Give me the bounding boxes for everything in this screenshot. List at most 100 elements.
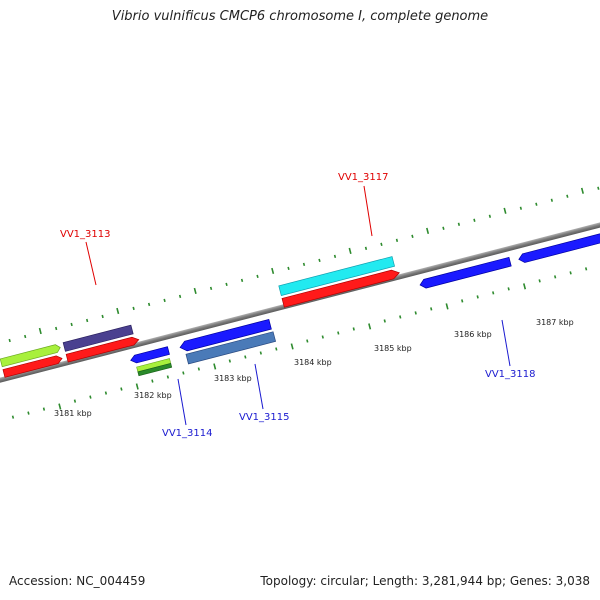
major-tick	[213, 363, 217, 370]
minor-tick	[507, 287, 510, 291]
minor-tick	[442, 226, 445, 230]
minor-tick	[306, 339, 309, 343]
major-tick	[503, 207, 507, 214]
minor-tick	[380, 242, 383, 246]
gene-feature-light-green[interactable]	[0, 344, 61, 368]
forward-features	[0, 256, 400, 378]
minor-tick	[597, 186, 600, 190]
minor-tick	[228, 359, 231, 363]
minor-tick	[244, 355, 247, 359]
minor-tick	[27, 411, 30, 415]
tick-label: 3183 kbp	[214, 374, 252, 383]
minor-tick	[55, 326, 58, 331]
minor-tick	[104, 391, 108, 395]
minor-tick	[302, 262, 306, 267]
gene-label-vv1-3118[interactable]: VV1_3118	[485, 369, 536, 380]
minor-tick	[166, 375, 170, 379]
reverse-features	[130, 225, 600, 377]
gene-feature-vv1-3117[interactable]	[281, 268, 400, 308]
tick-label: 3185 kbp	[374, 344, 412, 353]
minor-tick	[132, 306, 135, 311]
gene-label-vv1-3117[interactable]: VV1_3117	[338, 172, 389, 183]
minor-tick	[147, 302, 151, 307]
major-tick	[445, 303, 449, 310]
minor-tick	[333, 254, 337, 259]
minor-tick	[182, 371, 185, 375]
tick-label: 3181 kbp	[54, 409, 92, 418]
minor-tick	[461, 299, 464, 303]
minor-tick	[553, 275, 557, 279]
minor-tick	[337, 331, 340, 335]
callout-line	[501, 319, 511, 367]
minor-tick	[550, 198, 554, 202]
minor-tick	[411, 234, 414, 238]
gene-feature-vv1-3115[interactable]	[179, 318, 272, 352]
minor-tick	[538, 279, 541, 283]
major-tick	[523, 283, 527, 290]
gene-feature-dark-green-small[interactable]	[137, 363, 173, 377]
minor-tick	[85, 318, 89, 323]
minor-tick	[318, 258, 321, 263]
minor-tick	[240, 278, 244, 283]
minor-tick	[151, 379, 154, 383]
minor-tick	[364, 246, 368, 250]
minor-tick	[225, 282, 228, 287]
outer-tick-row	[8, 186, 600, 343]
minor-tick	[352, 327, 355, 331]
minor-tick	[430, 307, 433, 311]
minor-tick	[476, 295, 479, 299]
major-tick	[580, 187, 584, 194]
gene-feature-steel-blue[interactable]	[185, 331, 277, 365]
major-tick	[193, 287, 197, 295]
minor-tick	[42, 407, 46, 411]
tick-label: 3186 kbp	[454, 330, 492, 339]
minor-tick	[101, 314, 104, 319]
gene-feature-vv1-3113[interactable]	[65, 336, 140, 363]
minor-tick	[457, 222, 461, 226]
minor-tick	[89, 395, 92, 399]
callout-line	[85, 241, 97, 286]
gene-feature-vv1-3114[interactable]	[130, 346, 170, 365]
tick-label: 3184 kbp	[294, 358, 332, 367]
major-tick	[271, 267, 275, 275]
map-title: Vibrio vulnificus CMCP6 chromosome I, co…	[111, 9, 489, 24]
gene-label-vv1-3114[interactable]: VV1_3114	[162, 428, 213, 439]
accession-text: Accession: NC_004459	[9, 574, 146, 588]
major-tick	[348, 247, 352, 254]
minor-tick	[535, 202, 538, 206]
gene-label-vv1-3115[interactable]: VV1_3115	[239, 412, 290, 423]
major-tick	[116, 307, 120, 315]
gene-labels: VV1_3113 VV1_3117 VV1_3114 VV1_3115 VV1_…	[60, 172, 536, 439]
gene-feature-forward[interactable]	[2, 355, 63, 378]
minor-tick	[73, 399, 77, 403]
minor-tick	[395, 238, 399, 242]
major-tick	[38, 327, 42, 335]
minor-tick	[163, 298, 166, 303]
tick-label: 3187 kbp	[536, 318, 574, 327]
tick-labels: 3181 kbp 3182 kbp 3183 kbp 3184 kbp 3185…	[54, 318, 574, 418]
gene-feature-dark-purple[interactable]	[62, 324, 134, 352]
minor-tick	[492, 291, 495, 295]
gene-feature-vv1-3118[interactable]	[419, 256, 512, 289]
minor-tick	[178, 294, 182, 299]
minor-tick	[70, 322, 73, 327]
tick-label: 3182 kbp	[134, 391, 172, 400]
minor-tick	[566, 194, 569, 198]
minor-tick	[488, 214, 492, 218]
minor-tick	[414, 311, 417, 315]
minor-tick	[399, 315, 402, 319]
minor-tick	[11, 415, 15, 419]
gene-label-vv1-3113[interactable]: VV1_3113	[60, 229, 111, 240]
minor-tick	[256, 274, 259, 279]
minor-tick	[584, 267, 588, 271]
callout-line	[177, 378, 187, 426]
gene-feature-cyan[interactable]	[278, 256, 395, 296]
minor-tick	[519, 206, 523, 210]
minor-tick	[287, 266, 290, 271]
gene-feature-reverse-right[interactable]	[518, 225, 600, 264]
minor-tick	[24, 334, 27, 339]
topology-text: Topology: circular; Length: 3,281,944 bp…	[260, 574, 590, 588]
minor-tick	[569, 271, 572, 275]
callout-line	[254, 363, 264, 410]
